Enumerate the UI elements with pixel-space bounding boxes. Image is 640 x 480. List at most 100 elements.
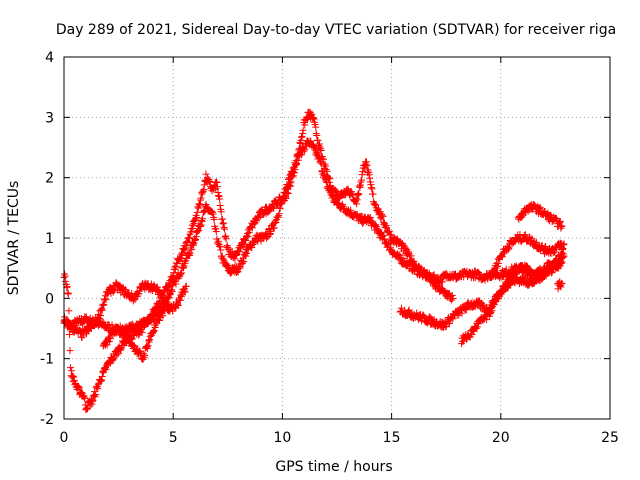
data-point [317, 146, 325, 154]
data-point [191, 236, 199, 244]
data-point [235, 248, 243, 256]
data-point [90, 391, 98, 399]
data-point [158, 290, 166, 298]
data-point [164, 295, 172, 303]
data-point [245, 228, 253, 236]
data-point [170, 269, 178, 277]
data-point [558, 249, 566, 257]
data-point [462, 306, 470, 314]
data-point [504, 245, 512, 253]
data-point [223, 263, 231, 271]
data-point [146, 336, 154, 344]
data-point [143, 343, 151, 351]
data-point [75, 383, 83, 391]
data-point [127, 336, 135, 344]
data-point [134, 331, 142, 339]
data-point [88, 397, 96, 405]
data-point [176, 296, 184, 304]
data-point [304, 116, 312, 124]
series-track-6 [457, 258, 566, 348]
data-point [316, 143, 324, 151]
data-point [381, 235, 389, 243]
data-point [204, 174, 212, 182]
data-point [98, 376, 106, 384]
data-point [100, 296, 108, 304]
data-point [356, 181, 364, 189]
data-point [295, 146, 303, 154]
data-point [243, 229, 251, 237]
data-point [217, 208, 225, 216]
data-point [154, 301, 162, 309]
data-point [266, 230, 274, 238]
data-point [182, 282, 190, 290]
data-point [188, 228, 196, 236]
data-point [64, 290, 72, 298]
data-point [465, 331, 473, 339]
data-point [136, 327, 144, 335]
data-point [174, 300, 182, 308]
data-point [358, 176, 366, 184]
data-point [312, 123, 320, 131]
data-point [200, 186, 208, 194]
data-point [98, 373, 106, 381]
data-point [180, 263, 188, 271]
data-point [200, 208, 208, 216]
data-point [89, 396, 97, 404]
data-point [97, 377, 105, 385]
data-point [186, 234, 194, 242]
data-point [290, 169, 298, 177]
data-point [75, 384, 83, 392]
data-point [169, 307, 177, 315]
data-point [159, 312, 167, 320]
data-point [202, 200, 210, 208]
data-point [297, 136, 305, 144]
data-point [130, 342, 138, 350]
data-point [410, 257, 418, 265]
data-point [275, 210, 283, 218]
data-point [153, 283, 161, 291]
data-point [214, 189, 222, 197]
data-point [197, 223, 204, 231]
data-point [205, 177, 213, 185]
data-point [557, 239, 565, 247]
data-point [70, 373, 78, 381]
data-point [99, 300, 107, 308]
data-point [518, 262, 526, 270]
data-point [216, 243, 224, 251]
y-tick-label: 0 [45, 291, 54, 307]
data-point [213, 183, 221, 191]
data-point [379, 212, 387, 220]
data-point [487, 308, 495, 316]
data-point [458, 309, 466, 317]
data-point [293, 159, 301, 167]
data-point [186, 249, 194, 257]
data-point [185, 250, 193, 258]
data-point [98, 306, 106, 314]
data-point [108, 321, 116, 329]
data-point [244, 233, 252, 241]
data-point [150, 310, 158, 318]
data-point [222, 235, 230, 243]
series-track-9 [554, 278, 566, 293]
data-point [282, 194, 290, 202]
data-point [194, 204, 202, 212]
data-point [206, 178, 214, 186]
data-point [193, 213, 201, 221]
data-point [271, 217, 279, 225]
data-point [288, 173, 296, 181]
data-point [557, 283, 565, 291]
data-point [97, 312, 105, 320]
data-point [556, 217, 564, 225]
data-point [87, 325, 95, 333]
data-point [177, 291, 185, 299]
data-point [354, 191, 362, 199]
data-point [366, 213, 374, 221]
data-point [338, 202, 346, 210]
data-point [82, 406, 90, 414]
data-point [166, 280, 174, 288]
data-point [168, 288, 176, 296]
data-point [64, 289, 72, 297]
data-point [188, 221, 196, 229]
data-point [221, 233, 229, 241]
data-point [331, 186, 339, 194]
